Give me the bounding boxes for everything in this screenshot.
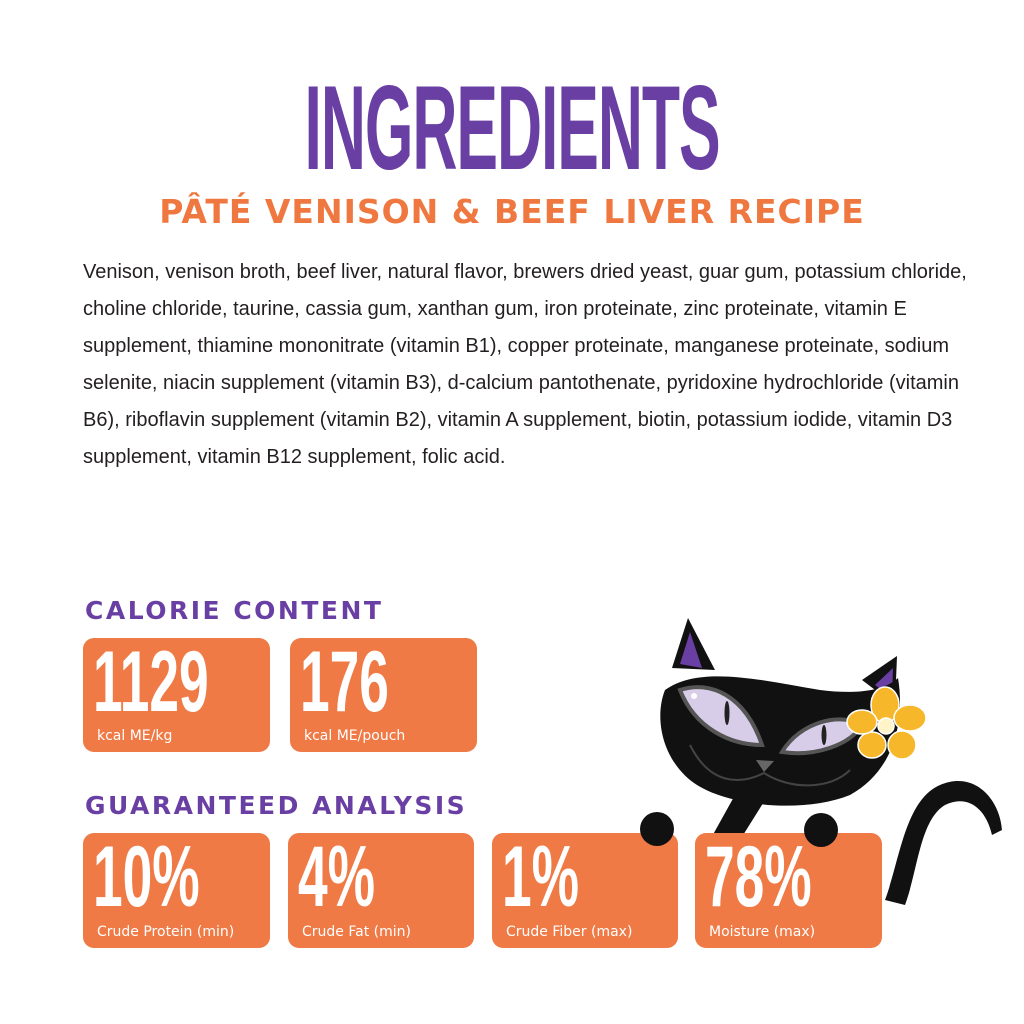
page-title: INGREDIENTS — [304, 61, 720, 195]
recipe-subtitle: PÂTÉ VENISON & BEEF LIVER RECIPE — [159, 192, 865, 231]
analysis-box-moisture: 78% Moisture (max) — [695, 833, 882, 948]
analysis-box-fiber: 1% Crude Fiber (max) — [492, 833, 678, 948]
analysis-box-fat: 4% Crude Fat (min) — [288, 833, 474, 948]
ingredients-list: Venison, venison broth, beef liver, natu… — [83, 261, 967, 468]
calorie-box-per-kg: 1129 kcal ME/kg — [83, 638, 270, 752]
calorie-box-per-pouch: 176 kcal ME/pouch — [290, 638, 477, 752]
analysis-box-protein: 10% Crude Protein (min) — [83, 833, 270, 948]
calorie-content-heading: CALORIE CONTENT — [85, 596, 384, 625]
guaranteed-analysis-heading: GUARANTEED ANALYSIS — [85, 791, 468, 820]
